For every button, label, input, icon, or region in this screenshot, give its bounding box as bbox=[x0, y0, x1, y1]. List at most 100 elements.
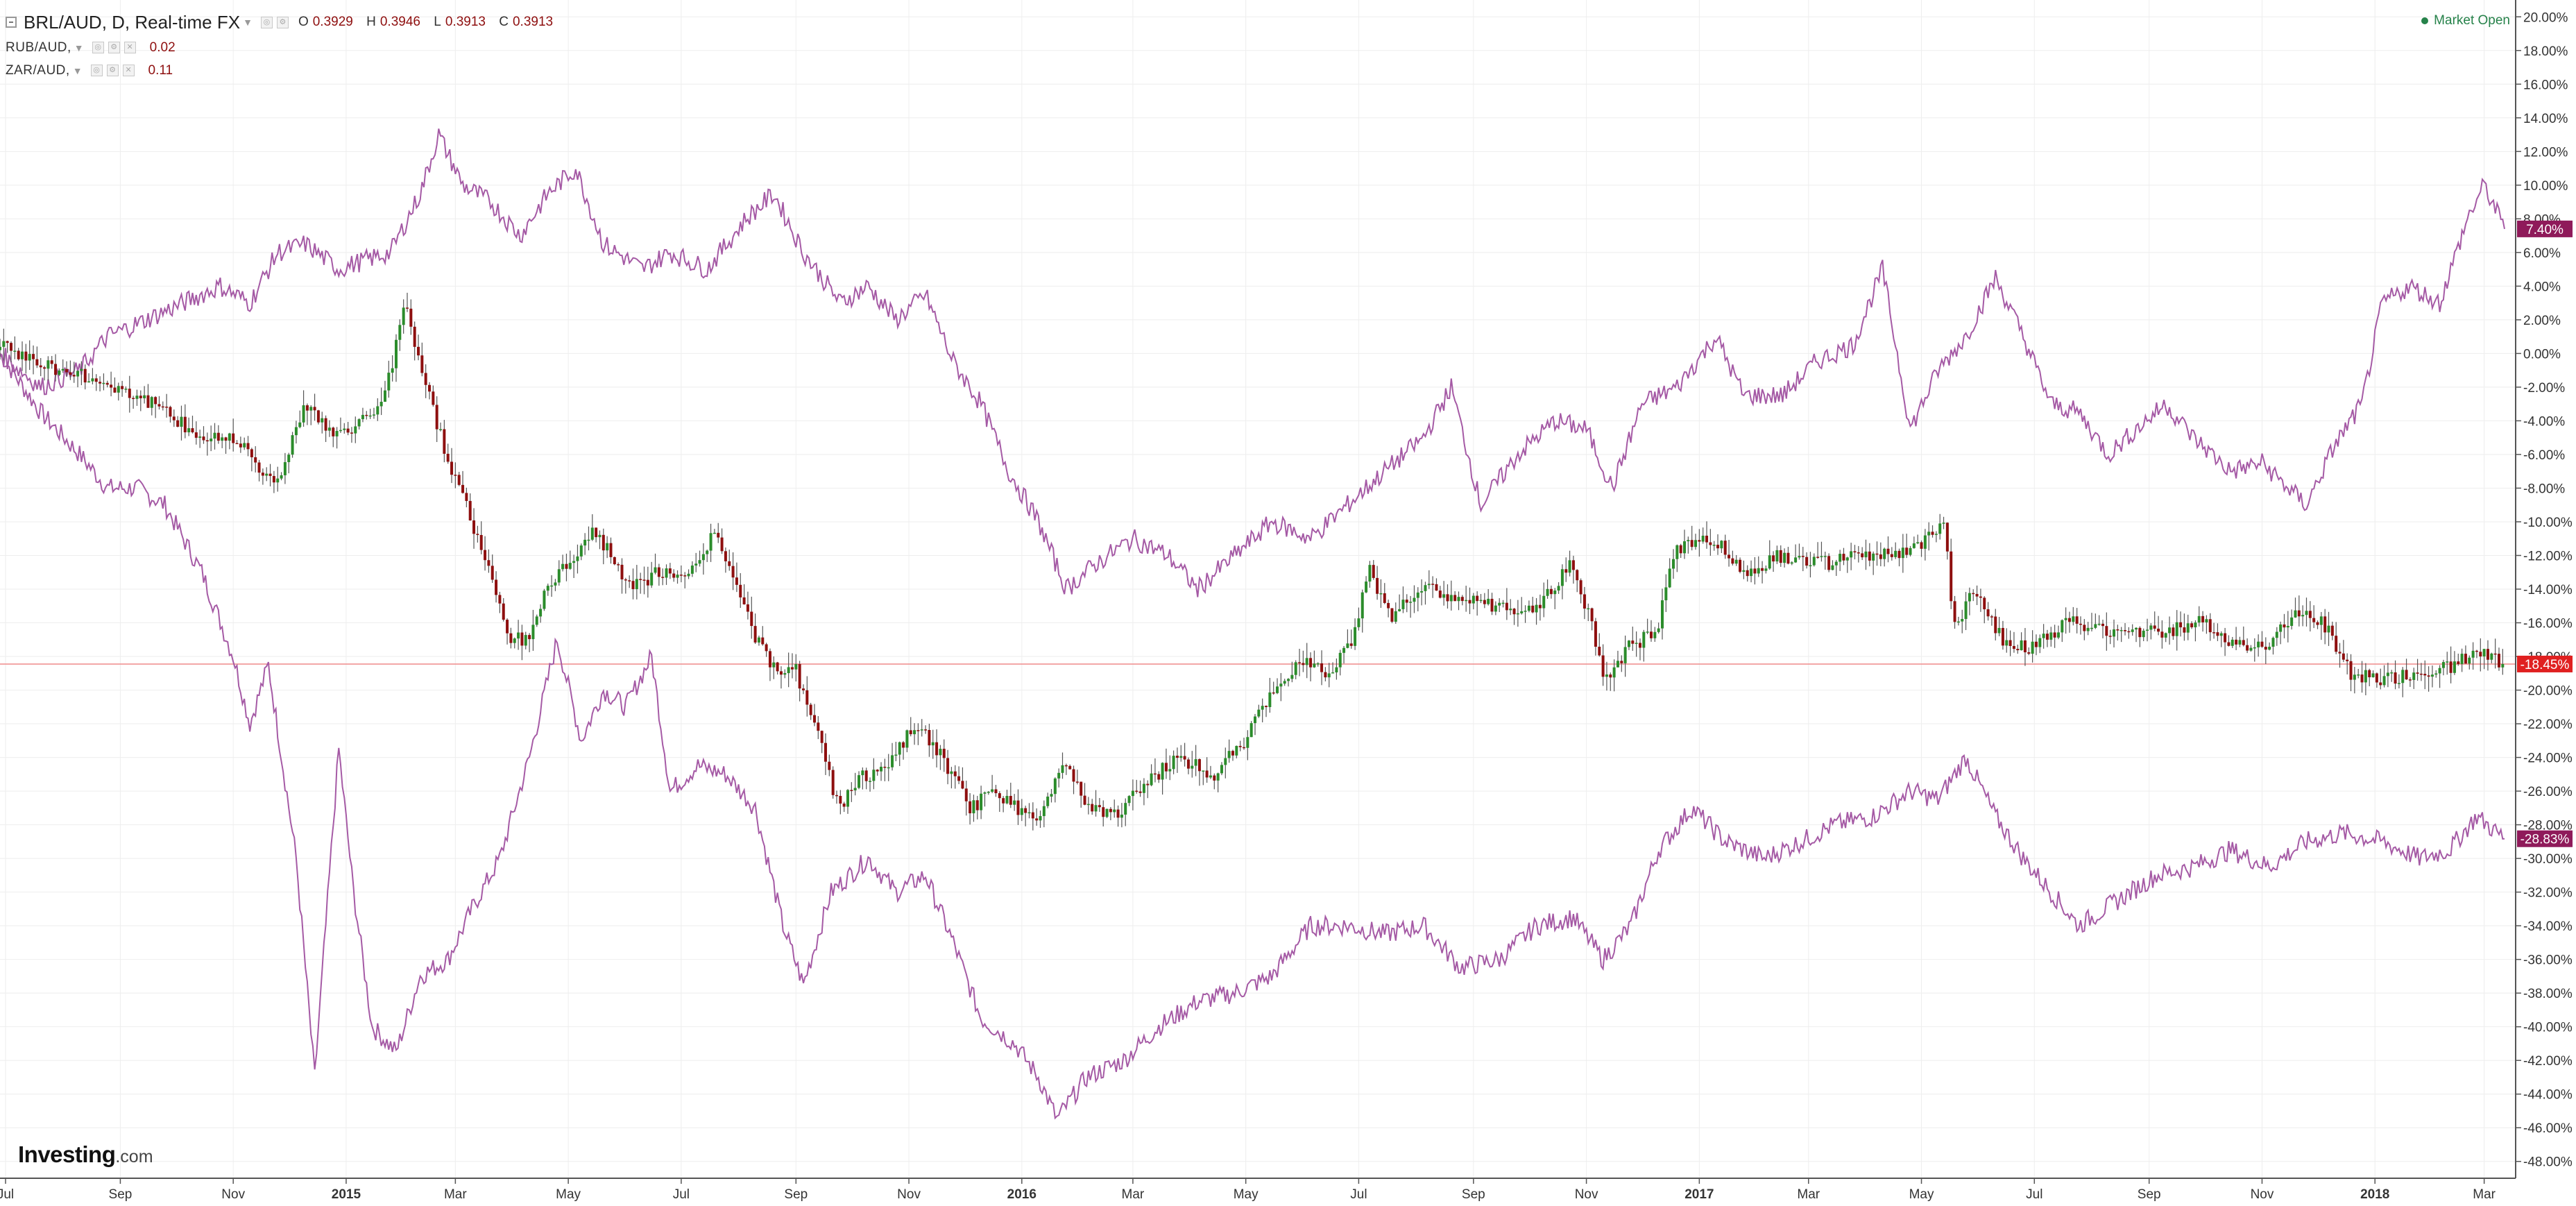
close-icon[interactable]: ✕ bbox=[122, 65, 135, 76]
chevron-down-icon[interactable]: ▼ bbox=[74, 42, 84, 53]
candle-body bbox=[2149, 625, 2153, 630]
candle-body bbox=[1612, 667, 1616, 678]
candle-body bbox=[1927, 532, 1931, 536]
candle-body bbox=[531, 625, 535, 640]
candle-body bbox=[520, 632, 524, 646]
candle-body bbox=[205, 440, 209, 442]
settings-icon[interactable]: ⚙ bbox=[108, 42, 120, 53]
visibility-toggle-icon[interactable]: ◎ bbox=[90, 65, 103, 76]
candle-body bbox=[2238, 640, 2242, 645]
candle-body bbox=[639, 579, 642, 580]
candle-body bbox=[43, 367, 46, 369]
y-tick-label: -6.00% bbox=[2523, 448, 2565, 463]
candle-body bbox=[2319, 616, 2323, 625]
close-icon[interactable]: ✕ bbox=[123, 42, 136, 53]
candle-body bbox=[1175, 756, 1179, 758]
candle-body bbox=[1290, 674, 1294, 679]
candle-body bbox=[1324, 672, 1327, 678]
candle-body bbox=[1909, 547, 1912, 555]
candle-body bbox=[228, 433, 231, 441]
candle-body bbox=[672, 573, 676, 578]
candle-body bbox=[121, 386, 124, 389]
chevron-down-icon[interactable]: ▼ bbox=[72, 65, 83, 76]
candle-body bbox=[987, 792, 990, 793]
candle-body bbox=[1809, 565, 1812, 567]
series-symbol-rub[interactable]: RUB/AUD, bbox=[6, 40, 71, 55]
candle-body bbox=[1179, 756, 1183, 758]
candle-body bbox=[772, 662, 776, 668]
candle-body bbox=[1839, 554, 1842, 562]
candle-body bbox=[609, 543, 613, 557]
candle-body bbox=[794, 664, 798, 670]
y-axis-band bbox=[2516, 0, 2576, 1206]
candle-body bbox=[2283, 624, 2286, 628]
candle-body bbox=[2097, 623, 2101, 625]
candle-body bbox=[50, 360, 53, 364]
candle-body bbox=[2086, 627, 2090, 631]
candle-body bbox=[701, 554, 705, 561]
candle-body bbox=[280, 475, 283, 479]
candle-body bbox=[2271, 638, 2275, 647]
visibility-toggle-icon[interactable]: ◎ bbox=[260, 16, 273, 28]
chevron-down-icon[interactable]: ▼ bbox=[243, 17, 253, 28]
candle-body bbox=[1031, 812, 1034, 819]
candle-body bbox=[172, 416, 176, 421]
candle-body bbox=[1872, 553, 1875, 561]
candle-body bbox=[706, 550, 709, 554]
candle-body bbox=[864, 770, 868, 781]
candle-body bbox=[1320, 663, 1324, 672]
x-axis-ticks: Jul Sep Nov 2015 Mar May Jul Sep Nov 2016 Mar May Ju… bbox=[0, 1178, 2496, 1202]
candle-body bbox=[735, 577, 738, 585]
candle-body bbox=[2305, 611, 2308, 615]
candle-body bbox=[1431, 584, 1435, 585]
candle-body bbox=[1268, 692, 1272, 707]
candle-body bbox=[2083, 625, 2086, 631]
candle-body bbox=[809, 704, 812, 715]
last-value-label: -18.45% bbox=[2520, 658, 2570, 672]
candle-body bbox=[1086, 804, 1090, 806]
candle-body bbox=[909, 730, 912, 735]
candle-body bbox=[1091, 804, 1094, 812]
candle-body bbox=[913, 730, 916, 735]
candle-body bbox=[887, 767, 890, 769]
last-value-label: -28.83% bbox=[2520, 833, 2570, 847]
candle-body bbox=[1816, 557, 1820, 558]
candle-body bbox=[339, 430, 342, 432]
candle-body bbox=[1483, 600, 1486, 604]
candle-body bbox=[250, 449, 253, 457]
candle-body bbox=[379, 401, 383, 407]
candle-body bbox=[583, 539, 587, 546]
settings-icon[interactable]: ⚙ bbox=[106, 65, 119, 76]
y-tick-label: -32.00% bbox=[2523, 886, 2573, 901]
candle-body bbox=[2386, 672, 2389, 677]
main-symbol[interactable]: BRL/AUD, D, Real-time FX bbox=[24, 11, 241, 33]
candle-body bbox=[898, 742, 901, 755]
candle-body bbox=[372, 414, 375, 416]
candle-body bbox=[506, 620, 509, 634]
settings-icon[interactable]: ⚙ bbox=[276, 16, 289, 28]
candle-body bbox=[1720, 541, 1723, 549]
collapse-legend-icon[interactable] bbox=[6, 17, 17, 28]
series-symbol-zar[interactable]: ZAR/AUD, bbox=[6, 62, 70, 78]
candle-body bbox=[620, 564, 624, 579]
visibility-toggle-icon[interactable]: ◎ bbox=[92, 42, 104, 53]
candle-body bbox=[1438, 591, 1442, 598]
candle-body bbox=[268, 473, 272, 476]
candle-body bbox=[224, 437, 228, 441]
candle-body bbox=[294, 427, 298, 436]
candle-body bbox=[2479, 652, 2482, 657]
candle-body bbox=[1790, 562, 1793, 564]
candle-body bbox=[46, 360, 50, 369]
candle-body bbox=[928, 730, 931, 746]
candle-body bbox=[1709, 542, 1712, 545]
candle-body bbox=[1398, 609, 1401, 611]
candle-body bbox=[468, 500, 472, 520]
candle-body bbox=[165, 407, 169, 408]
candle-body bbox=[2138, 627, 2142, 638]
candle-body bbox=[2072, 616, 2075, 622]
candle-body bbox=[2227, 642, 2230, 646]
candle-body bbox=[2230, 639, 2234, 646]
candle-body bbox=[1405, 600, 1408, 603]
